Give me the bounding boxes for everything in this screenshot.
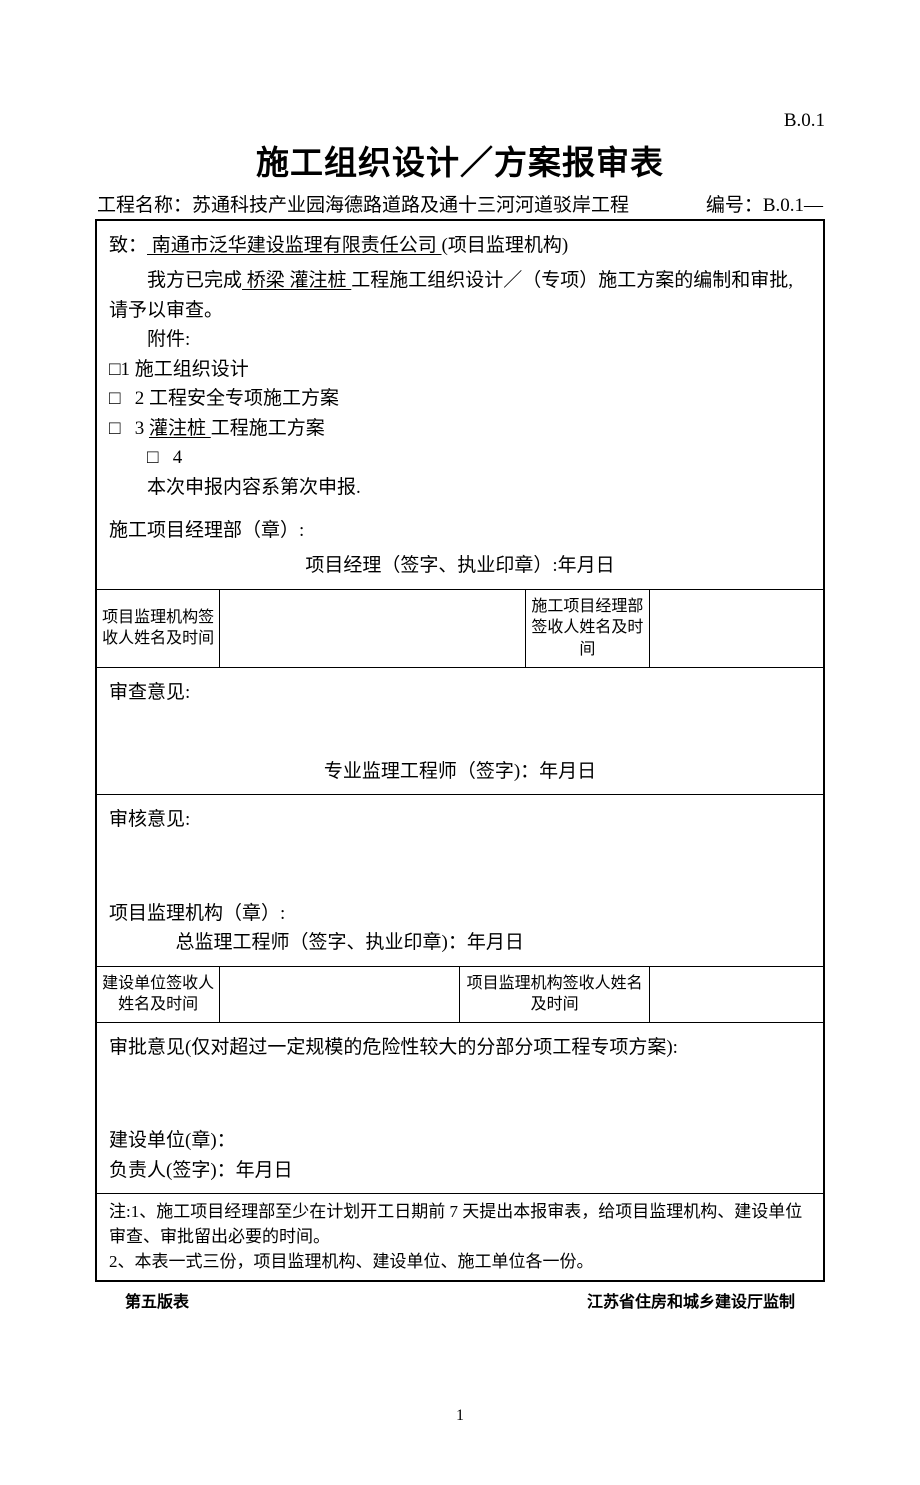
note-1: 注:1、施工项目经理部至少在计划开工日期前 7 天提出本报审表，给项目监理机构、… [109, 1200, 811, 1249]
checkbox-icon: □ [109, 355, 120, 384]
option-3-value: 灌注桩 [149, 418, 211, 439]
to-label: 致： [109, 235, 147, 256]
option-3a: 3 [135, 418, 149, 439]
body-suffix: 工程施工组织设计／（专项）施工方案的编制和审批, [351, 270, 793, 291]
supervisor-receipt-value-2 [649, 966, 824, 1022]
checkbox-icon: □ [109, 414, 120, 443]
contractor-receipt-label: 施工项目经理部签收人姓名及时间 [526, 589, 650, 667]
option-1: 1 施工组织设计 [120, 359, 248, 380]
signature-row-1: 项目监理机构签收人姓名及时间 施工项目经理部签收人姓名及时间 [96, 589, 824, 667]
body-line2: 请予以审查。 [109, 296, 811, 325]
section-submission: 致： 南通市泛华建设监理有限责任公司 (项目监理机构) 我方已完成 桥梁 灌注桩… [96, 220, 824, 589]
option-2: 2 工程安全专项施工方案 [135, 388, 339, 409]
supervisor-org-seal: 项目监理机构（章）: [109, 899, 811, 928]
form-title: 施工组织设计／方案报审表 [95, 136, 825, 184]
contractor-receipt-value [649, 589, 824, 667]
owner-receipt-label: 建设单位签收人姓名及时间 [96, 966, 220, 1022]
to-recipient: 南通市泛华建设监理有限责任公司 [147, 235, 442, 256]
chief-supervisor-signature: 总监理工程师（签字、执业印章)：年月日 [109, 928, 811, 957]
checkbox-icon: □ [147, 443, 158, 472]
review-title: 审查意见: [109, 678, 811, 707]
document-code: B.0.1 [95, 110, 825, 132]
audit-title: 审核意见: [109, 805, 811, 834]
footer: 第五版表 江苏省住房和城乡建设厅监制 [95, 1282, 825, 1312]
body-prefix: 我方已完成 [147, 270, 242, 291]
main-form-table: 致： 南通市泛华建设监理有限责任公司 (项目监理机构) 我方已完成 桥梁 灌注桩… [95, 219, 825, 1282]
section-approval: 审批意见(仅对超过一定规模的危险性较大的分部分项工程专项方案): 建设单位(章)… [96, 1022, 824, 1193]
to-suffix: (项目监理机构) [442, 235, 569, 256]
section-audit: 审核意见: 项目监理机构（章）: 总监理工程师（签字、执业印章)：年月日 [96, 795, 824, 966]
project-manager-signature: 项目经理（签字、执业印章）:年月日 [109, 551, 811, 580]
header-row: 工程名称：苏通科技产业园海德路道路及通十三河河道驳岸工程 编号：B.0.1— [95, 190, 825, 217]
option-3b: 工程施工方案 [211, 418, 325, 439]
project-label: 工程名称： [97, 195, 192, 216]
owner-seal: 建设单位(章)： [109, 1126, 811, 1155]
project-name: 苏通科技产业园海德路道路及通十三河河道驳岸工程 [192, 195, 629, 216]
supervisor-receipt-label-2: 项目监理机构签收人姓名及时间 [460, 966, 649, 1022]
option-4: 4 [173, 447, 183, 468]
footer-authority: 江苏省住房和城乡建设厅监制 [587, 1288, 795, 1312]
owner-signature: 负责人(签字)：年月日 [109, 1156, 811, 1185]
page-number: 1 [95, 1407, 825, 1425]
section-review: 审查意见: 专业监理工程师（签字)：年月日 [96, 667, 824, 795]
owner-receipt-value [220, 966, 460, 1022]
supervisor-receipt-value [220, 589, 526, 667]
signature-row-2: 建设单位签收人姓名及时间 项目监理机构签收人姓名及时间 [96, 966, 824, 1022]
checkbox-icon: □ [109, 384, 120, 413]
supervisor-receipt-label: 项目监理机构签收人姓名及时间 [96, 589, 220, 667]
footer-edition: 第五版表 [125, 1288, 189, 1312]
body-project-type: 桥梁 灌注桩 [242, 270, 351, 291]
specialist-signature: 专业监理工程师（签字)：年月日 [109, 757, 811, 786]
contractor-seal: 施工项目经理部（章）: [109, 516, 811, 545]
form-number: 编号：B.0.1— [706, 190, 823, 217]
note-2: 2、本表一式三份，项目监理机构、建设单位、施工单位各一份。 [109, 1250, 811, 1275]
attachments-label: 附件: [147, 329, 190, 350]
submission-count: 本次申报内容系第次申报. [147, 477, 361, 498]
section-notes: 注:1、施工项目经理部至少在计划开工日期前 7 天提出本报审表，给项目监理机构、… [96, 1194, 824, 1281]
approval-title: 审批意见(仅对超过一定规模的危险性较大的分部分项工程专项方案): [109, 1033, 811, 1062]
